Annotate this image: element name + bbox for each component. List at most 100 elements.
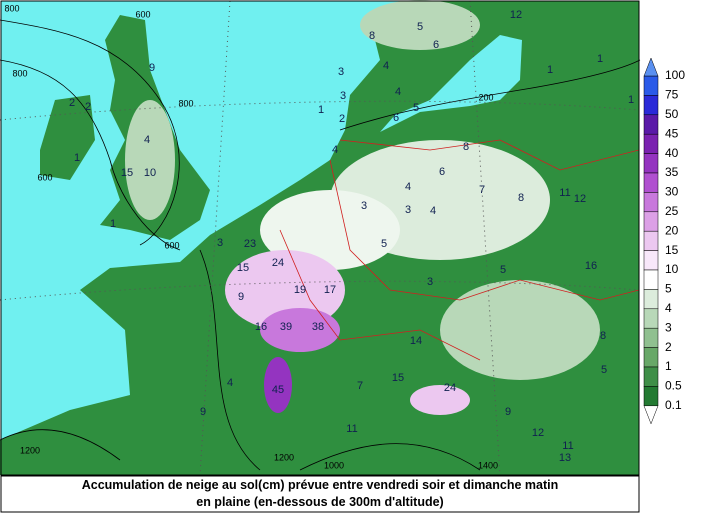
map-label: 12 [510,9,522,21]
colorbar-arrow [643,405,659,425]
colorbar-swatch [643,386,659,407]
borders [279,139,640,361]
colorbar-label: 10 [665,262,679,276]
colorbar-label: 75 [665,88,679,102]
map-label: 15 [392,372,404,384]
map-label: 13 [559,452,571,464]
colorbar-label: 35 [665,165,679,179]
map-label: 2 [69,97,75,109]
border [279,229,481,361]
contours [0,19,641,471]
colorbar-label: 25 [665,204,679,218]
contour [199,249,481,471]
map-label: 17 [324,284,336,296]
map-label: 24 [272,257,284,269]
contour [339,59,641,131]
map-label: 2 [85,101,91,113]
map-label: 1 [628,94,634,106]
contour-label: 1400 [478,460,498,470]
colorbar-label: 30 [665,185,679,199]
map-label: 9 [238,291,244,303]
map-label: 1 [74,152,80,164]
contour [0,19,180,246]
map-label: 5 [381,238,387,250]
map-label: 14 [410,335,422,347]
colorbar-swatch [643,211,659,232]
map-label: 4 [383,60,389,72]
border [329,159,640,301]
map-label: 8 [463,141,469,153]
colorbar-label: 15 [665,243,679,257]
graticule-line [469,0,501,476]
colorbar-swatch [643,172,659,193]
snow-area [260,308,340,352]
snow-area [264,357,292,413]
contour-label: 1000 [324,460,344,470]
colorbar-swatch [643,347,659,368]
colorbar-label: 45 [665,126,679,140]
contour-label: 600 [37,172,52,182]
graticule [0,0,640,476]
map-label: 3 [405,204,411,216]
snow-area [440,280,600,380]
colorbar: 100 75 50 45 40 35 30 25 20 15 10 5 4 3 2 1 0.5 0.1 [643,57,685,425]
map-label: 10 [144,167,156,179]
map-label: 6 [393,112,399,124]
caption-line: en plaine (en-dessous de 300m d'altitude… [196,495,443,509]
map-label: 5 [601,364,607,376]
map-label: 9 [149,62,155,74]
contour-label: 800 [12,68,27,78]
colorbar-label: 3 [665,320,672,334]
map-label: 6 [433,39,439,51]
contour-label: 600 [135,9,150,19]
colorbar-swatch [643,327,659,348]
map-label: 9 [505,406,511,418]
map-label: 1 [318,104,324,116]
map-label: 7 [479,184,485,196]
map-label: 8 [518,192,524,204]
colorbar-swatch [643,250,659,271]
border [339,139,640,171]
contour-label: 1200 [274,452,294,462]
map-label: 4 [395,86,401,98]
map-label: 8 [600,330,606,342]
map-label: 16 [585,260,597,272]
map-label: 3 [361,200,367,212]
colorbar-label: 2 [665,340,672,354]
map-label: 8 [369,30,375,42]
baltic-sea [380,35,522,132]
colorbar-swatch [643,75,659,96]
map-label: 5 [413,102,419,114]
contour-label: 600 [164,240,179,250]
map-label: 4 [227,377,233,389]
colorbar-label: 50 [665,107,679,121]
colorbar-label: 0.5 [665,379,682,393]
map-label: 5 [417,21,423,33]
map-label: 39 [280,321,292,333]
colorbar-swatch [643,133,659,154]
map-label: 1 [110,218,116,230]
colorbar-swatch [643,269,659,290]
map-label: 7 [357,380,363,392]
map-label: 19 [294,284,306,296]
map-label: 4 [405,181,411,193]
map-label: 45 [272,384,284,396]
map-label: 2 [339,113,345,125]
colorbar-arrow [643,57,659,77]
map-label: 15 [237,262,249,274]
contour [0,59,181,251]
map-label: 4 [430,205,436,217]
colorbar-label: 5 [665,282,672,296]
map-label: 1 [547,64,553,76]
colorbar-label: 1 [665,359,672,373]
map-label: 3 [338,66,344,78]
map-label: 5 [500,264,506,276]
map-label: 11 [559,187,570,199]
snow-area [125,100,175,220]
colorbar-label: 40 [665,146,679,160]
map-label: 16 [255,321,267,333]
colorbar-swatch [643,366,659,387]
colorbar-swatch [643,114,659,135]
contour-label: 200 [478,92,493,102]
